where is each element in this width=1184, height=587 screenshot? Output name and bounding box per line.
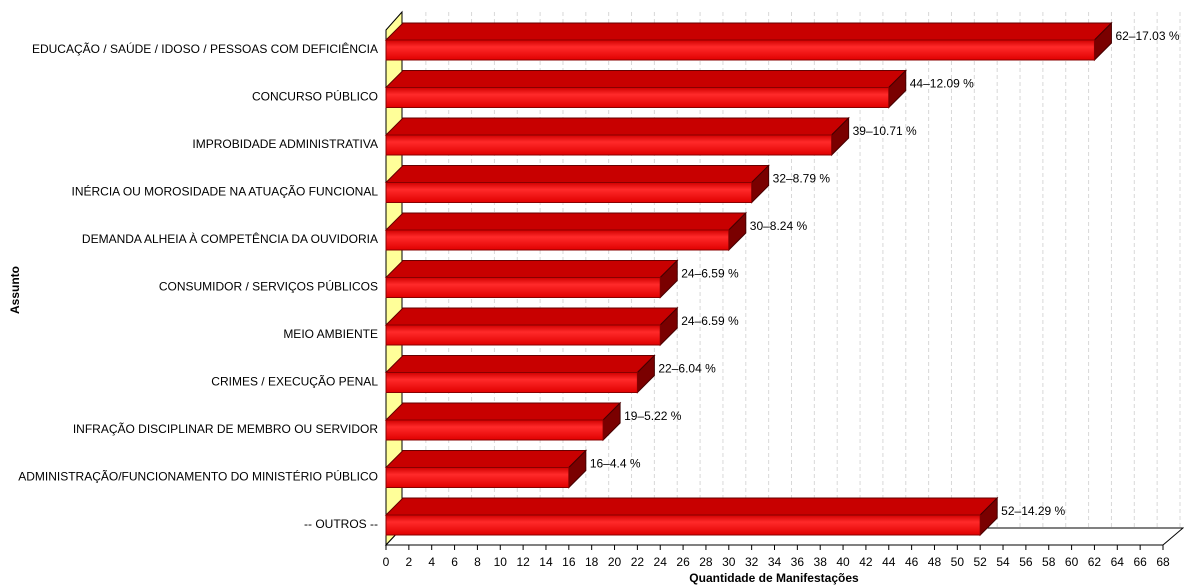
- x-tick-label: 58: [1042, 555, 1056, 569]
- bar-top: [384, 70, 907, 88]
- value-label: 62–17.03 %: [1115, 29, 1179, 43]
- x-tick-label: 48: [928, 555, 942, 569]
- value-label: 16–4.4 %: [590, 457, 641, 471]
- x-tick-label: 46: [905, 555, 919, 569]
- value-label: 44–12.09 %: [910, 77, 974, 91]
- bar-top: [384, 497, 999, 516]
- y-tick-label: CONCURSO PÚBLICO: [252, 89, 378, 104]
- x-tick-label: 12: [516, 555, 530, 569]
- x-tick-label: 62: [1088, 555, 1102, 569]
- x-tick-label: 66: [1133, 555, 1147, 569]
- value-label: 24–6.59 %: [681, 314, 739, 328]
- bar: [385, 514, 981, 536]
- x-tick-label: 68: [1156, 555, 1170, 569]
- x-tick-label: 18: [585, 555, 599, 569]
- x-tick-label: 10: [494, 555, 508, 569]
- y-tick-label: IMPROBIDADE ADMINISTRATIVA: [192, 137, 378, 151]
- x-tick-label: 56: [1019, 555, 1033, 569]
- y-tick-label: ADMINISTRAÇÃO/FUNCIONAMENTO DO MINISTÉRI…: [18, 469, 378, 484]
- y-tick-label: MEIO AMBIENTE: [283, 327, 378, 341]
- x-tick-label: 24: [654, 555, 668, 569]
- value-label: 52–14.29 %: [1001, 504, 1065, 518]
- bar: [385, 39, 1095, 61]
- bar: [385, 324, 661, 346]
- y-tick-label: DEMANDA ALHEIA À COMPETÊNCIA DA OUVIDORI…: [82, 231, 378, 246]
- bar-top: [384, 212, 748, 231]
- x-tick-label: 54: [996, 555, 1010, 569]
- x-tick-label: 6: [451, 555, 458, 569]
- x-tick-label: 50: [951, 555, 965, 569]
- bar: [385, 277, 661, 298]
- bar-top: [384, 450, 588, 468]
- x-tick-label: 4: [428, 555, 435, 569]
- y-tick-label: INFRAÇÃO DISCIPLINAR DE MEMBRO OU SERVID…: [73, 422, 378, 436]
- y-tick-label: INÉRCIA OU MOROSIDADE NA ATUAÇÃO FUNCION…: [72, 184, 379, 199]
- x-tick-label: 8: [474, 555, 481, 569]
- x-tick-label: 42: [859, 555, 873, 569]
- bar-top: [384, 165, 770, 183]
- x-tick-label: 20: [608, 555, 622, 569]
- x-tick-label: 64: [1111, 555, 1125, 569]
- bar: [385, 467, 570, 488]
- x-tick-label: 30: [722, 555, 736, 569]
- x-tick-label: 52: [973, 555, 987, 569]
- x-tick-label: 40: [836, 555, 850, 569]
- bar: [385, 134, 833, 156]
- value-label: 24–6.59 %: [681, 267, 739, 281]
- bar-top: [384, 22, 1113, 41]
- x-tick-label: 38: [814, 555, 828, 569]
- x-tick-label: 22: [631, 555, 645, 569]
- x-axis-label: Quantidade de Manifestações: [689, 571, 859, 585]
- y-tick-label: -- OUTROS --: [304, 517, 378, 531]
- bar: [385, 372, 638, 393]
- bar-top: [384, 402, 622, 421]
- bar-top: [384, 307, 679, 326]
- x-tick-label: 28: [699, 555, 713, 569]
- x-tick-label: 2: [406, 555, 413, 569]
- x-tick-label: 26: [676, 555, 690, 569]
- value-label: 19–5.22 %: [624, 409, 682, 423]
- y-tick-label: CRIMES / EXECUÇÃO PENAL: [211, 375, 378, 389]
- bar-top: [384, 260, 679, 278]
- bar-top: [384, 355, 656, 373]
- value-label: 30–8.24 %: [750, 219, 808, 233]
- y-axis-label: Assunto: [8, 266, 22, 314]
- bars: [384, 21, 1113, 537]
- value-label: 22–6.04 %: [658, 362, 716, 376]
- x-tick-label: 32: [745, 555, 759, 569]
- bar: [385, 229, 730, 251]
- value-label: 32–8.79 %: [773, 172, 831, 186]
- bar: [385, 87, 890, 108]
- value-label: 39–10.71 %: [853, 124, 917, 138]
- x-tick-label: 60: [1065, 555, 1079, 569]
- x-tick-label: 16: [562, 555, 576, 569]
- x-tick-label: 14: [539, 555, 553, 569]
- bar-top: [384, 117, 850, 136]
- bar: [385, 419, 604, 441]
- x-tick-label: 34: [768, 555, 782, 569]
- x-tick-label: 0: [383, 555, 390, 569]
- bar: [385, 182, 753, 203]
- x-tick-label: 36: [791, 555, 805, 569]
- y-tick-label: EDUCAÇÃO / SAÚDE / IDOSO / PESSOAS COM D…: [32, 41, 378, 56]
- x-tick-label: 44: [882, 555, 896, 569]
- y-tick-label: CONSUMIDOR / SERVIÇOS PÚBLICOS: [159, 279, 378, 294]
